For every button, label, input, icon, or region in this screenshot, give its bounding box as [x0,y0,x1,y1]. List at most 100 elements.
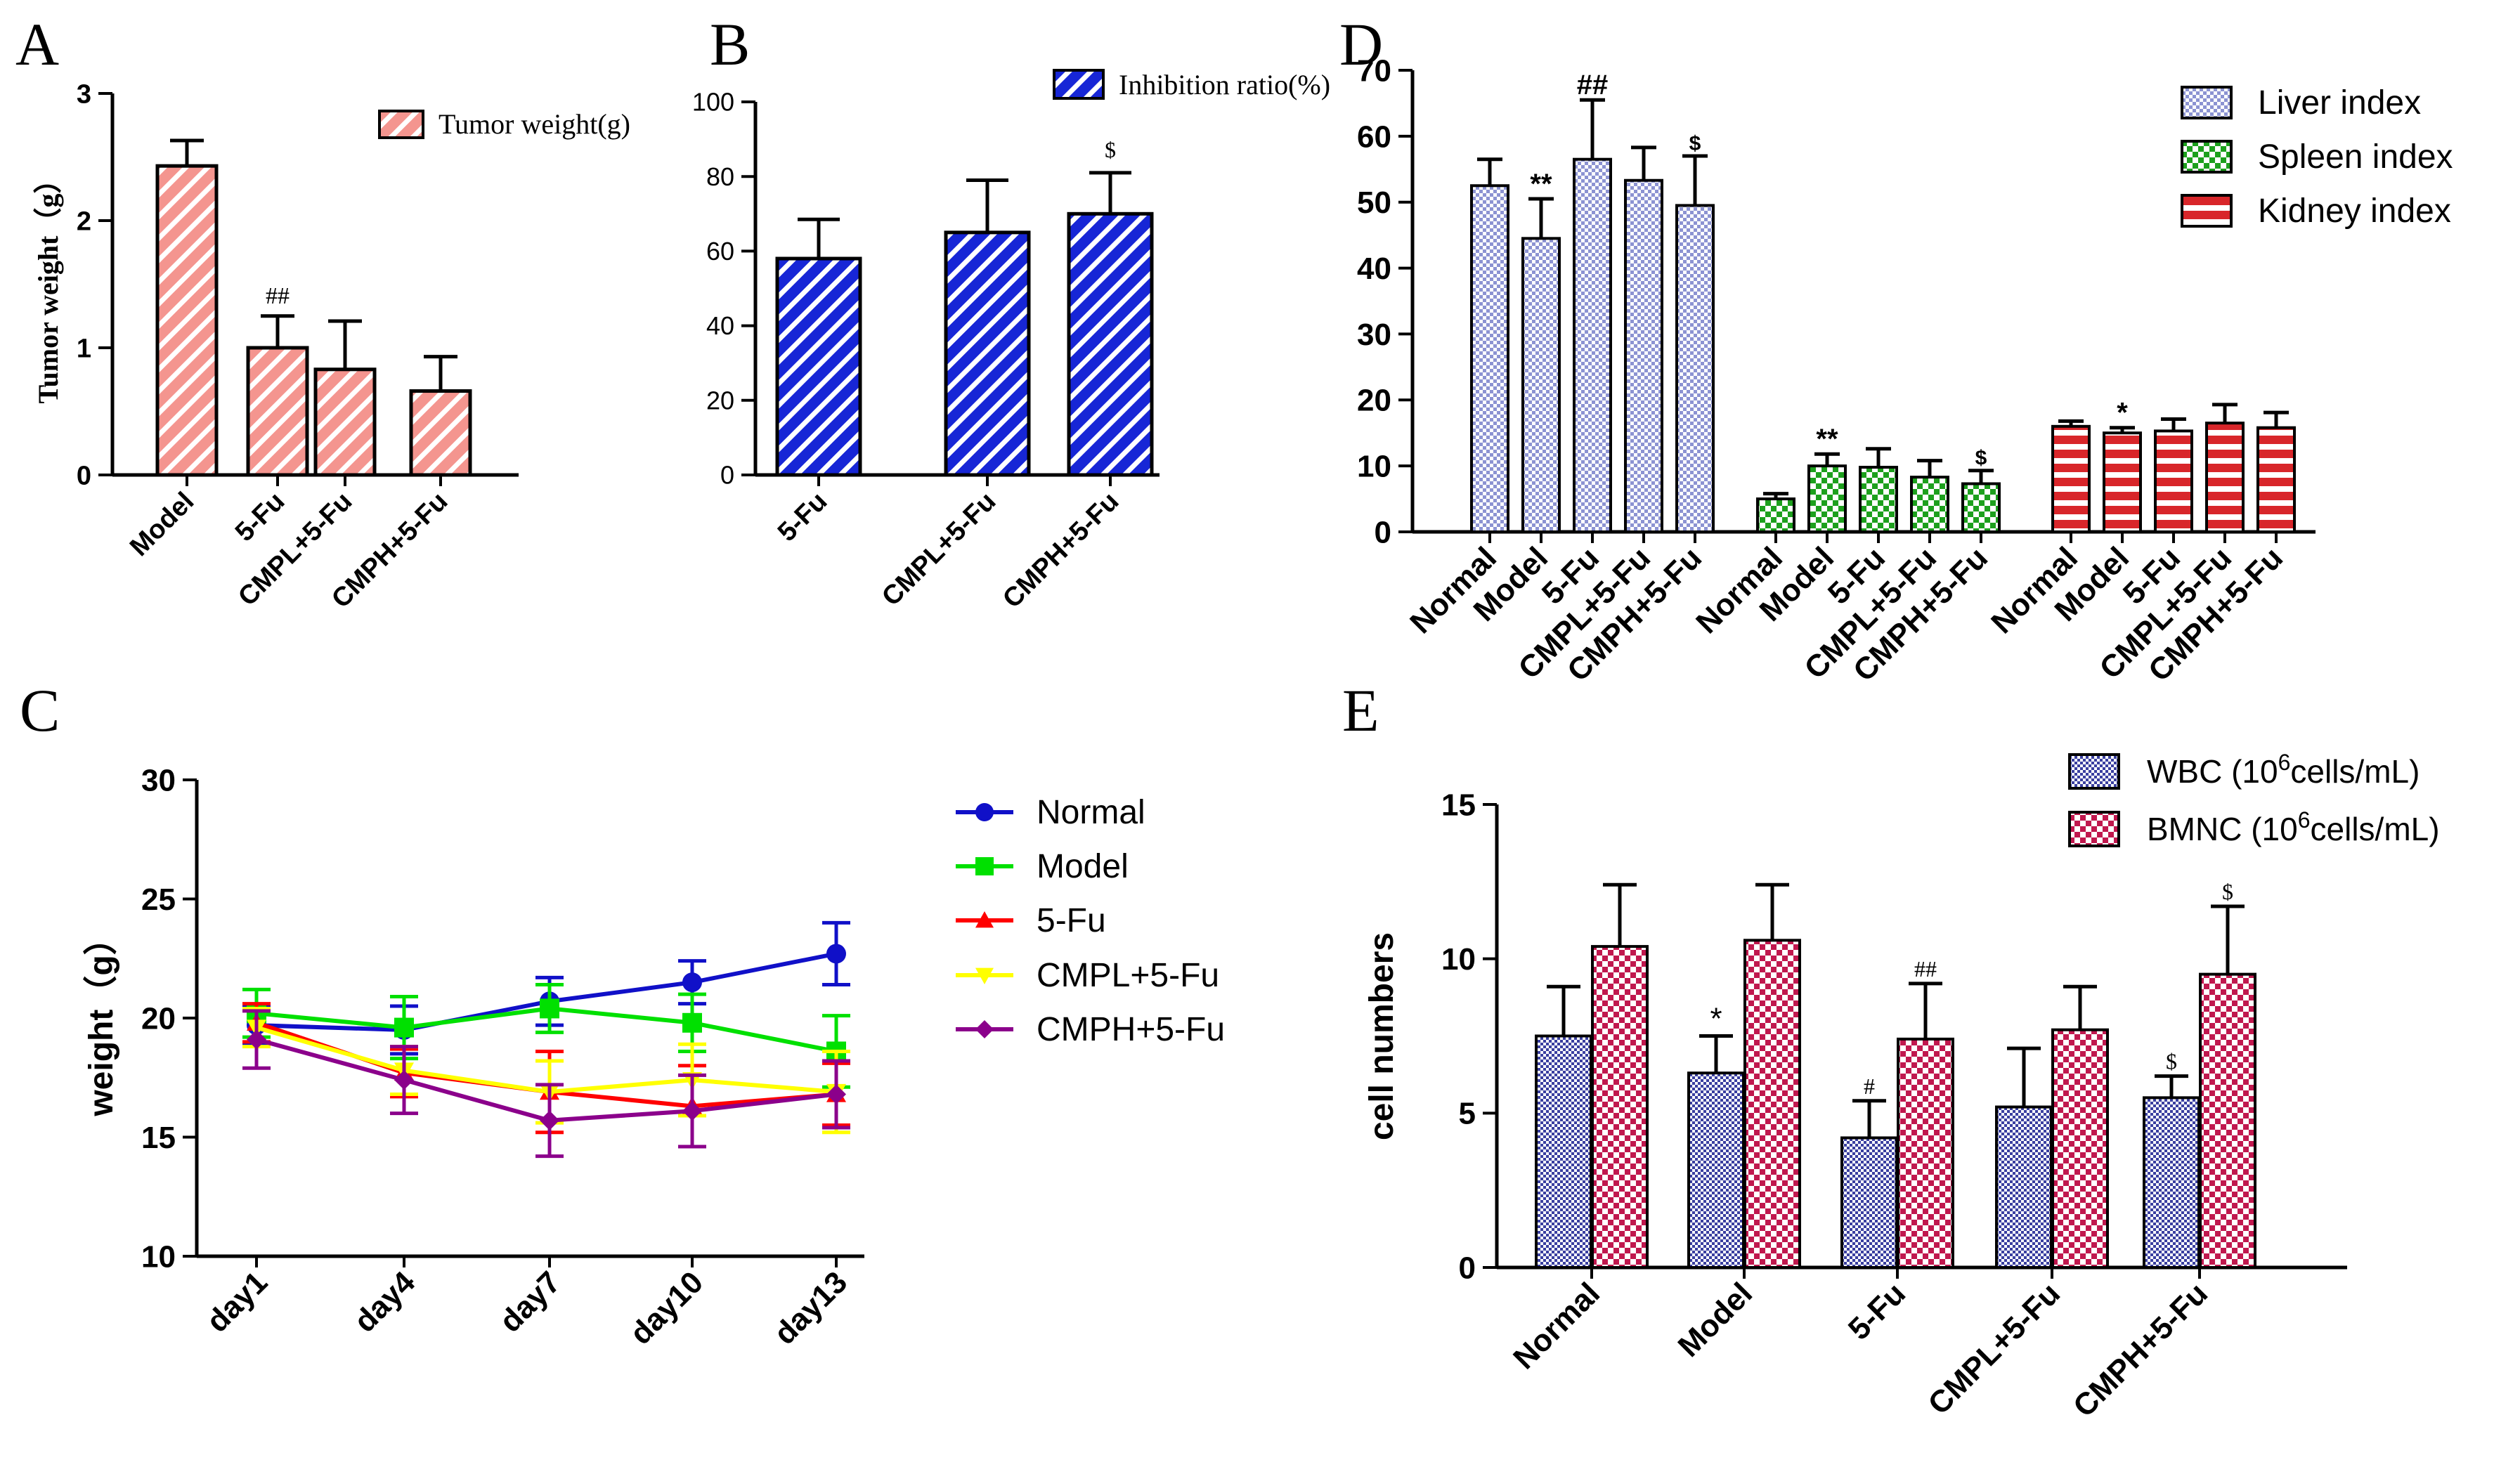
data-point [975,911,994,928]
legend-swatch [2181,140,2233,174]
bar [1910,476,1949,533]
y-tick-label: 10 [1441,942,1476,977]
bar [1573,157,1612,533]
bar [2199,972,2256,1269]
bar [155,164,219,477]
y-tick-label: 40 [1357,252,1391,286]
bar [2256,426,2296,533]
data-point [682,972,702,993]
y-tick-label: 1 [77,334,91,363]
y-tick-label: 50 [1357,185,1391,220]
significance-mark: $ [1975,447,1987,470]
bar [409,389,472,477]
data-point [975,967,994,984]
legend-swatch [2068,753,2120,790]
legend-label: Kidney index [2258,193,2451,230]
legend-label: BMNC (106cells/mL) [2147,807,2440,847]
series-line [256,951,837,1032]
x-tick-label: 5-Fu [772,487,833,547]
legend-label: 5-Fu [1037,902,1106,939]
data-point [540,1110,559,1130]
x-tick-label: CMPL+5-Fu [876,487,1001,612]
bar [2143,1096,2200,1270]
bar [944,230,1031,477]
y-tick-label: 15 [1441,788,1476,822]
bar [2103,431,2142,534]
y-tick-label: 70 [1357,53,1391,88]
y-tick-label: 0 [1375,515,1391,549]
significance-mark: ## [266,283,290,309]
y-tick-label: 20 [1357,384,1391,418]
legend-label: Spleen index [2258,138,2453,176]
bar [2154,429,2193,533]
x-tick-label: CMPH+5-Fu [2067,1276,2214,1423]
bar [1743,939,1801,1269]
bar [1897,1037,1954,1269]
legend-swatch [378,110,424,139]
y-axis-label: cell numbers [1363,932,1401,1140]
data-point [826,1084,846,1104]
significance-mark: $ [2166,1049,2177,1074]
legend-label: Inhibition ratio(%) [1119,69,1330,100]
bar [1624,178,1663,533]
bar [1591,945,1649,1270]
panel-label: B [710,11,750,78]
x-tick-label: day10 [623,1265,710,1351]
data-point [826,944,846,964]
data-point [247,1029,266,1050]
panel-b-inhibition-ratio: B 0 20 40 60 80 100 5-Fu CMPL+5-Fu $ CMPH+5-Fu Inhi… [692,11,1330,614]
y-tick-label: 5 [1459,1097,1476,1131]
significance-mark: $ [2222,879,2233,904]
bar [1535,1034,1592,1269]
bar [1995,1105,2053,1269]
panel-label: A [15,11,59,78]
panel-e-cell-numbers: E 0 5 10 15 cell numbers Normal Model 5-Fu CMPL+5… [1342,677,2440,1424]
x-tick-label: Model [124,487,200,562]
significance-mark: ## [1914,956,1937,982]
bar [1961,482,2001,534]
significance-mark: * [1710,1002,1722,1036]
y-axis-label: Tumor weight（g） [32,166,64,404]
bar [1859,466,1898,534]
significance-mark: $ [1105,137,1116,162]
bar [1687,1071,1745,1269]
y-tick-label: 20 [706,386,734,415]
data-point [682,1101,702,1121]
panel-label: C [20,677,60,744]
data-point [682,1012,702,1033]
bar [2051,424,2091,533]
x-tick-label: Normal [1507,1276,1606,1376]
y-tick-label: 60 [1357,119,1391,154]
y-tick-label: 30 [141,763,176,797]
legend-swatch [2068,811,2120,847]
y-tick-label: 20 [141,1001,176,1036]
legend-label: CMPL+5-Fu [1037,957,1219,994]
data-point [975,803,994,821]
bar [1470,184,1509,533]
bar [775,256,862,477]
bar [2205,422,2245,534]
panel-c-body-weight: C 10 15 20 25 30 weight（g） day1 day4 day7 day10 day… [20,677,1225,1351]
significance-mark: * [2117,398,2128,429]
y-tick-label: 40 [706,311,734,340]
bar [1521,237,1561,533]
legend-swatch [1053,69,1105,100]
x-tick-label: CMPH+5-Fu [997,487,1124,614]
legend-label: Liver index [2258,84,2421,122]
panel-label: E [1342,677,1379,744]
legend-label: Tumor weight(g) [439,108,630,140]
legend-swatch [2181,86,2233,119]
x-tick-label: 5-Fu [1842,1276,1912,1346]
significance-mark: ** [1530,169,1552,200]
x-tick-label: day1 [200,1265,275,1339]
significance-mark: $ [1689,132,1701,155]
y-tick-label: 0 [77,461,91,490]
panel-label: D [1339,11,1383,78]
legend-label: CMPH+5-Fu [1037,1011,1225,1048]
legend-label: Model [1037,848,1129,885]
y-tick-label: 0 [720,461,734,490]
bar [313,367,377,477]
bar [2051,1028,2109,1270]
